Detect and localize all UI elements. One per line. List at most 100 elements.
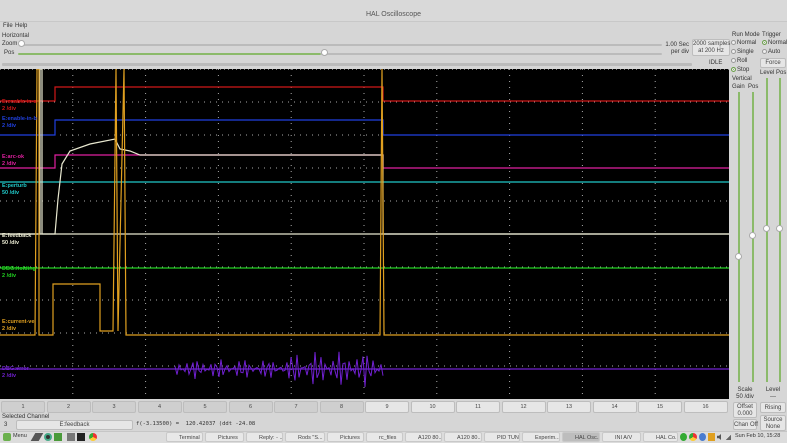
trigger-edge-button[interactable]: Rising [760,402,786,413]
menu-button[interactable]: Menu [13,433,27,439]
zoom-slider[interactable] [20,44,662,46]
taskbar-item[interactable]: Reply: - ... [246,432,283,442]
launcher-chrome-icon[interactable] [89,433,97,441]
vertical-label: Vertical [732,76,752,82]
radio-indicator [731,40,736,45]
samples-count: 2000 samples [693,41,731,47]
run-mode-normal-radio[interactable]: Normal [731,40,756,46]
zoom-slider-handle[interactable] [18,40,25,47]
trace-current-vel [0,68,729,336]
trigger-source-button[interactable]: Source None [760,415,786,431]
horizontal-label: Horizontal [2,33,30,39]
trace-feedback [0,68,729,235]
channel-button-5[interactable]: 5 [183,401,227,413]
vpos-slider-handle[interactable] [749,232,756,239]
taskbar-item[interactable]: A120 80... [405,432,442,442]
channel-button-11[interactable]: 11 [456,401,500,413]
radio-indicator [731,67,736,72]
channel-button-12[interactable]: 12 [501,401,546,413]
clock[interactable]: Sun Feb 10, 15:28 [735,433,781,439]
level-readout: Level --- [760,387,786,401]
scope-canvas [0,68,729,399]
taskbar-item[interactable]: HAL Co... [643,432,678,442]
channel-label: DBG:holding 2 /div [2,266,36,280]
channel-button-16[interactable]: 16 [683,401,728,413]
channel-label: E:enable-in-b 2 /div [2,116,37,130]
radio-indicator [762,49,767,54]
taskbar-item[interactable]: Experim... [522,432,560,442]
selected-channel-number: 3 [4,422,8,428]
channel-button-2[interactable]: 2 [46,401,91,413]
level-readout-label: Level [765,387,781,393]
launcher-files-icon[interactable] [67,433,75,441]
channel-scale: 2 /div [2,106,17,112]
channel-button-8[interactable]: 8 [319,401,364,413]
radio-label: Roll [737,58,748,65]
tray-network-icon[interactable] [708,433,715,441]
run-mode-roll-radio[interactable]: Roll [731,58,747,64]
tray-chrome-icon[interactable] [689,433,697,441]
trigger-pos-label: Pos [776,70,787,76]
channel-name: E:perturb [2,183,27,189]
tray-update-icon[interactable] [699,433,706,441]
taskbar-item[interactable]: HAL Osc... [562,432,600,442]
window-title: HAL Oscilloscope [366,11,421,18]
radio-indicator [731,49,736,54]
mint-menu-icon[interactable] [3,433,11,441]
samples-rate: at 200 Hz [698,48,724,54]
channel-button-1[interactable]: 1 [1,401,45,413]
trigger-normal-radio[interactable]: Normal [762,40,787,46]
force-button[interactable]: Force [760,58,786,68]
channel-button-13[interactable]: 13 [547,401,591,413]
tray-app-icon[interactable] [680,433,687,441]
channel-button-15[interactable]: 15 [638,401,682,413]
taskbar-item[interactable]: rc_files [366,432,403,442]
gain-slider[interactable] [738,92,740,382]
trigger-level-handle[interactable] [763,225,770,232]
pos-slider-handle[interactable] [321,49,328,56]
channel-button-9[interactable]: 9 [365,401,409,413]
channel-button-14[interactable]: 14 [592,401,637,413]
radio-label: Auto [768,49,781,56]
menu-file[interactable]: File [3,23,13,29]
channel-button-3[interactable]: 3 [92,401,136,413]
channel-name: E:enable-in-a [2,99,37,105]
tray-signal-icon[interactable] [725,435,731,440]
taskbar-item[interactable]: Rods "S... [285,432,325,442]
trigger-label: Trigger [762,32,781,38]
menu-help[interactable]: Help [15,23,28,29]
taskbar-item[interactable]: Pictures [327,432,364,442]
launcher-app-icon[interactable] [44,433,52,441]
channel-label: E:arc-ok 2 /div [2,154,24,168]
channel-button-6[interactable]: 6 [228,401,273,413]
channel-button-10[interactable]: 10 [410,401,455,413]
gain-slider-handle[interactable] [735,253,742,260]
chan-off-button[interactable]: Chan Off [733,419,758,430]
record-progress-bar [2,63,692,66]
channel-scale: 2 /div [2,273,17,279]
trigger-pos-handle[interactable] [776,225,783,232]
taskbar-item[interactable]: A120 80... [444,432,482,442]
scope-display[interactable] [0,68,729,399]
channel-label: DBG:error 2 /div [2,366,29,380]
scale-label: Scale [737,387,753,393]
run-mode-label: Run Mode [732,32,760,38]
pos-slider[interactable] [18,53,662,55]
run-mode-single-radio[interactable]: Single [731,49,754,55]
taskbar-item[interactable]: Pictures [205,432,244,442]
state-readout: IDLE [709,60,723,66]
tray-volume-icon[interactable] [717,434,721,440]
samples-button[interactable]: 2000 samples at 200 Hz [692,39,730,56]
run-mode-stop-radio[interactable]: Stop [731,67,749,73]
channel-button-7[interactable]: 7 [274,401,318,413]
taskbar-item[interactable]: Terminal [166,432,203,442]
selected-channel-button[interactable]: E:feedback [16,420,133,430]
radio-label: Stop [737,67,750,74]
launcher-terminal-icon[interactable] [77,433,85,441]
launcher-monitor-icon[interactable] [54,433,62,441]
channel-button-4[interactable]: 4 [137,401,182,413]
offset-button[interactable]: Offset 0.000 [733,402,757,418]
taskbar-item[interactable]: INI A/V [602,432,641,442]
trigger-auto-radio[interactable]: Auto [762,49,780,55]
